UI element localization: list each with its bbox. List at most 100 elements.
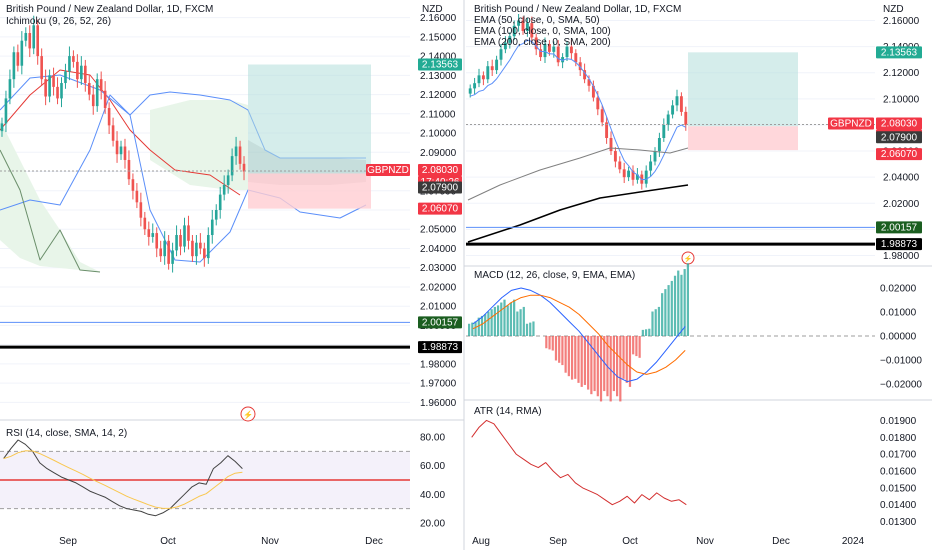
right-ema50-line xyxy=(470,39,687,181)
right-candle-8 xyxy=(503,42,507,50)
left-candle-4 xyxy=(16,52,20,66)
right-candle-2 xyxy=(477,75,481,84)
left-price-tick-label: 2.11000 xyxy=(420,109,456,120)
left-candle-45 xyxy=(179,235,182,247)
left-candle-18 xyxy=(72,56,75,62)
right-entry-tag-bg xyxy=(876,131,922,144)
left-entry-tag-bg xyxy=(418,181,462,194)
right-atr-legend[interactable]: ATR (14, RMA) xyxy=(474,406,542,417)
right-macd-histogram-bar xyxy=(609,336,612,402)
left-price-tick-label: 2.01000 xyxy=(420,302,457,313)
right-candle-46 xyxy=(671,105,675,115)
left-ticker-tag: GBPNZD xyxy=(367,165,409,176)
left-chart-title: British Pound / New Zealand Dollar, 1D, … xyxy=(6,4,214,15)
right-ema50-legend[interactable]: EMA (50, close, 0, SMA, 50) xyxy=(474,15,600,26)
right-atr-tick-label: 0.01800 xyxy=(880,433,917,444)
right-price-plot[interactable]: ⚡ xyxy=(466,14,875,265)
left-candle-9 xyxy=(36,25,40,57)
right-candle-28 xyxy=(591,85,595,98)
right-ema100-legend[interactable]: EMA (100, close, 0, SMA, 100) xyxy=(474,26,611,37)
right-level-tag: 1.98873 xyxy=(881,239,918,250)
right-macd-histogram-bar xyxy=(580,336,583,387)
right-macd-histogram-bar xyxy=(593,336,596,392)
right-support-tag-bg xyxy=(876,221,922,234)
left-price-tick-label: 2.13000 xyxy=(420,71,457,82)
right-candle-12 xyxy=(521,20,525,31)
right-candle-20 xyxy=(556,46,560,63)
right-macd-histogram-bar xyxy=(680,274,683,336)
left-candle-16 xyxy=(64,71,67,84)
right-macd-histogram-bar xyxy=(612,336,615,392)
right-candle-4 xyxy=(486,66,490,80)
left-ichimoku-legend[interactable]: Ichimoku (9, 26, 52, 26) xyxy=(6,16,112,27)
right-ema200-legend[interactable]: EMA (200, close, 0, SMA, 200) xyxy=(474,37,611,48)
left-candle-32 xyxy=(127,159,131,180)
left-candle-34 xyxy=(135,190,139,203)
right-candle-43 xyxy=(657,138,661,152)
left-candle-25 xyxy=(99,79,103,91)
right-macd-histogram-bar xyxy=(625,336,628,383)
left-candle-35 xyxy=(139,202,143,218)
right-candle-48 xyxy=(679,96,683,112)
price-tags: 2.13563GBPNZD2.0803017:40:262.079002.060… xyxy=(366,46,922,354)
left-candle-14 xyxy=(56,86,59,99)
right-x-tick-label: Oct xyxy=(622,536,638,547)
right-macd-histogram-bar xyxy=(574,336,577,379)
right-candle-32 xyxy=(609,138,613,152)
right-macd-histogram-bar xyxy=(525,323,529,336)
right-macd-histogram-bar xyxy=(564,336,567,373)
right-candle-42 xyxy=(653,151,657,162)
right-macd-histogram-bar xyxy=(616,336,619,397)
left-price-tick-label: 1.96000 xyxy=(420,398,457,409)
left-price-tick-label: 2.04000 xyxy=(420,244,457,255)
right-macd-histogram-bar xyxy=(670,280,673,336)
right-macd-histogram-bar xyxy=(619,336,622,402)
right-candle-7 xyxy=(499,49,503,60)
right-ticker-tag: GBPNZD xyxy=(830,119,872,130)
right-candle-35 xyxy=(622,169,626,178)
right-macd-histogram-bar xyxy=(644,329,648,336)
right-macd-histogram-bar xyxy=(583,336,587,385)
right-candle-17 xyxy=(543,44,547,58)
left-x-tick-label: Sep xyxy=(59,536,77,547)
left-price-tick-label: 1.97000 xyxy=(420,379,457,390)
right-x-tick-label: Dec xyxy=(772,536,790,547)
right-candle-21 xyxy=(561,57,565,63)
left-rsi-pane[interactable] xyxy=(0,439,410,517)
right-macd-legend[interactable]: MACD (12, 26, close, 9, EMA, EMA) xyxy=(474,270,636,281)
left-rsi-tick-label: 80.00 xyxy=(420,433,445,444)
right-atr-pane[interactable] xyxy=(471,419,687,506)
left-level-tag-bg xyxy=(418,341,462,354)
right-price-tick-label: 2.10000 xyxy=(883,94,920,105)
left-price-tick-label: 2.14000 xyxy=(420,52,457,63)
right-candle-33 xyxy=(613,151,617,162)
left-candle-24 xyxy=(95,79,99,107)
left-candle-28 xyxy=(111,125,115,141)
right-macd-pane[interactable] xyxy=(466,263,875,402)
left-candle-39 xyxy=(155,233,159,249)
right-macd-histogram-bar xyxy=(522,306,525,336)
right-macd-histogram-bar xyxy=(516,311,519,336)
left-candle-46 xyxy=(183,225,186,247)
left-rsi-legend[interactable]: RSI (14, close, SMA, 14, 2) xyxy=(6,428,128,439)
right-macd-histogram-bar xyxy=(500,302,503,336)
right-macd-histogram-bar xyxy=(651,311,654,336)
left-price-tick-label: 2.16000 xyxy=(420,13,457,24)
right-macd-histogram-bar xyxy=(590,336,593,395)
right-macd-histogram-bar xyxy=(561,336,564,366)
left-x-tick-label: Oct xyxy=(160,536,176,547)
left-price-tag-bg xyxy=(418,163,462,176)
right-macd-histogram-bar xyxy=(548,336,551,350)
right-macd-histogram-bar xyxy=(554,336,558,361)
left-x-tick-label: Nov xyxy=(261,536,279,547)
left-candle-26 xyxy=(103,90,107,109)
right-x-tick-label: 2024 xyxy=(842,536,865,547)
left-price-plot[interactable]: ⚡ xyxy=(0,15,410,422)
right-stop-zone xyxy=(688,126,798,151)
right-macd-histogram-bar xyxy=(673,275,677,336)
right-candle-30 xyxy=(600,109,604,123)
left-candle-30 xyxy=(119,146,123,155)
right-candle-18 xyxy=(547,44,551,52)
left-candle-58 xyxy=(230,156,234,176)
